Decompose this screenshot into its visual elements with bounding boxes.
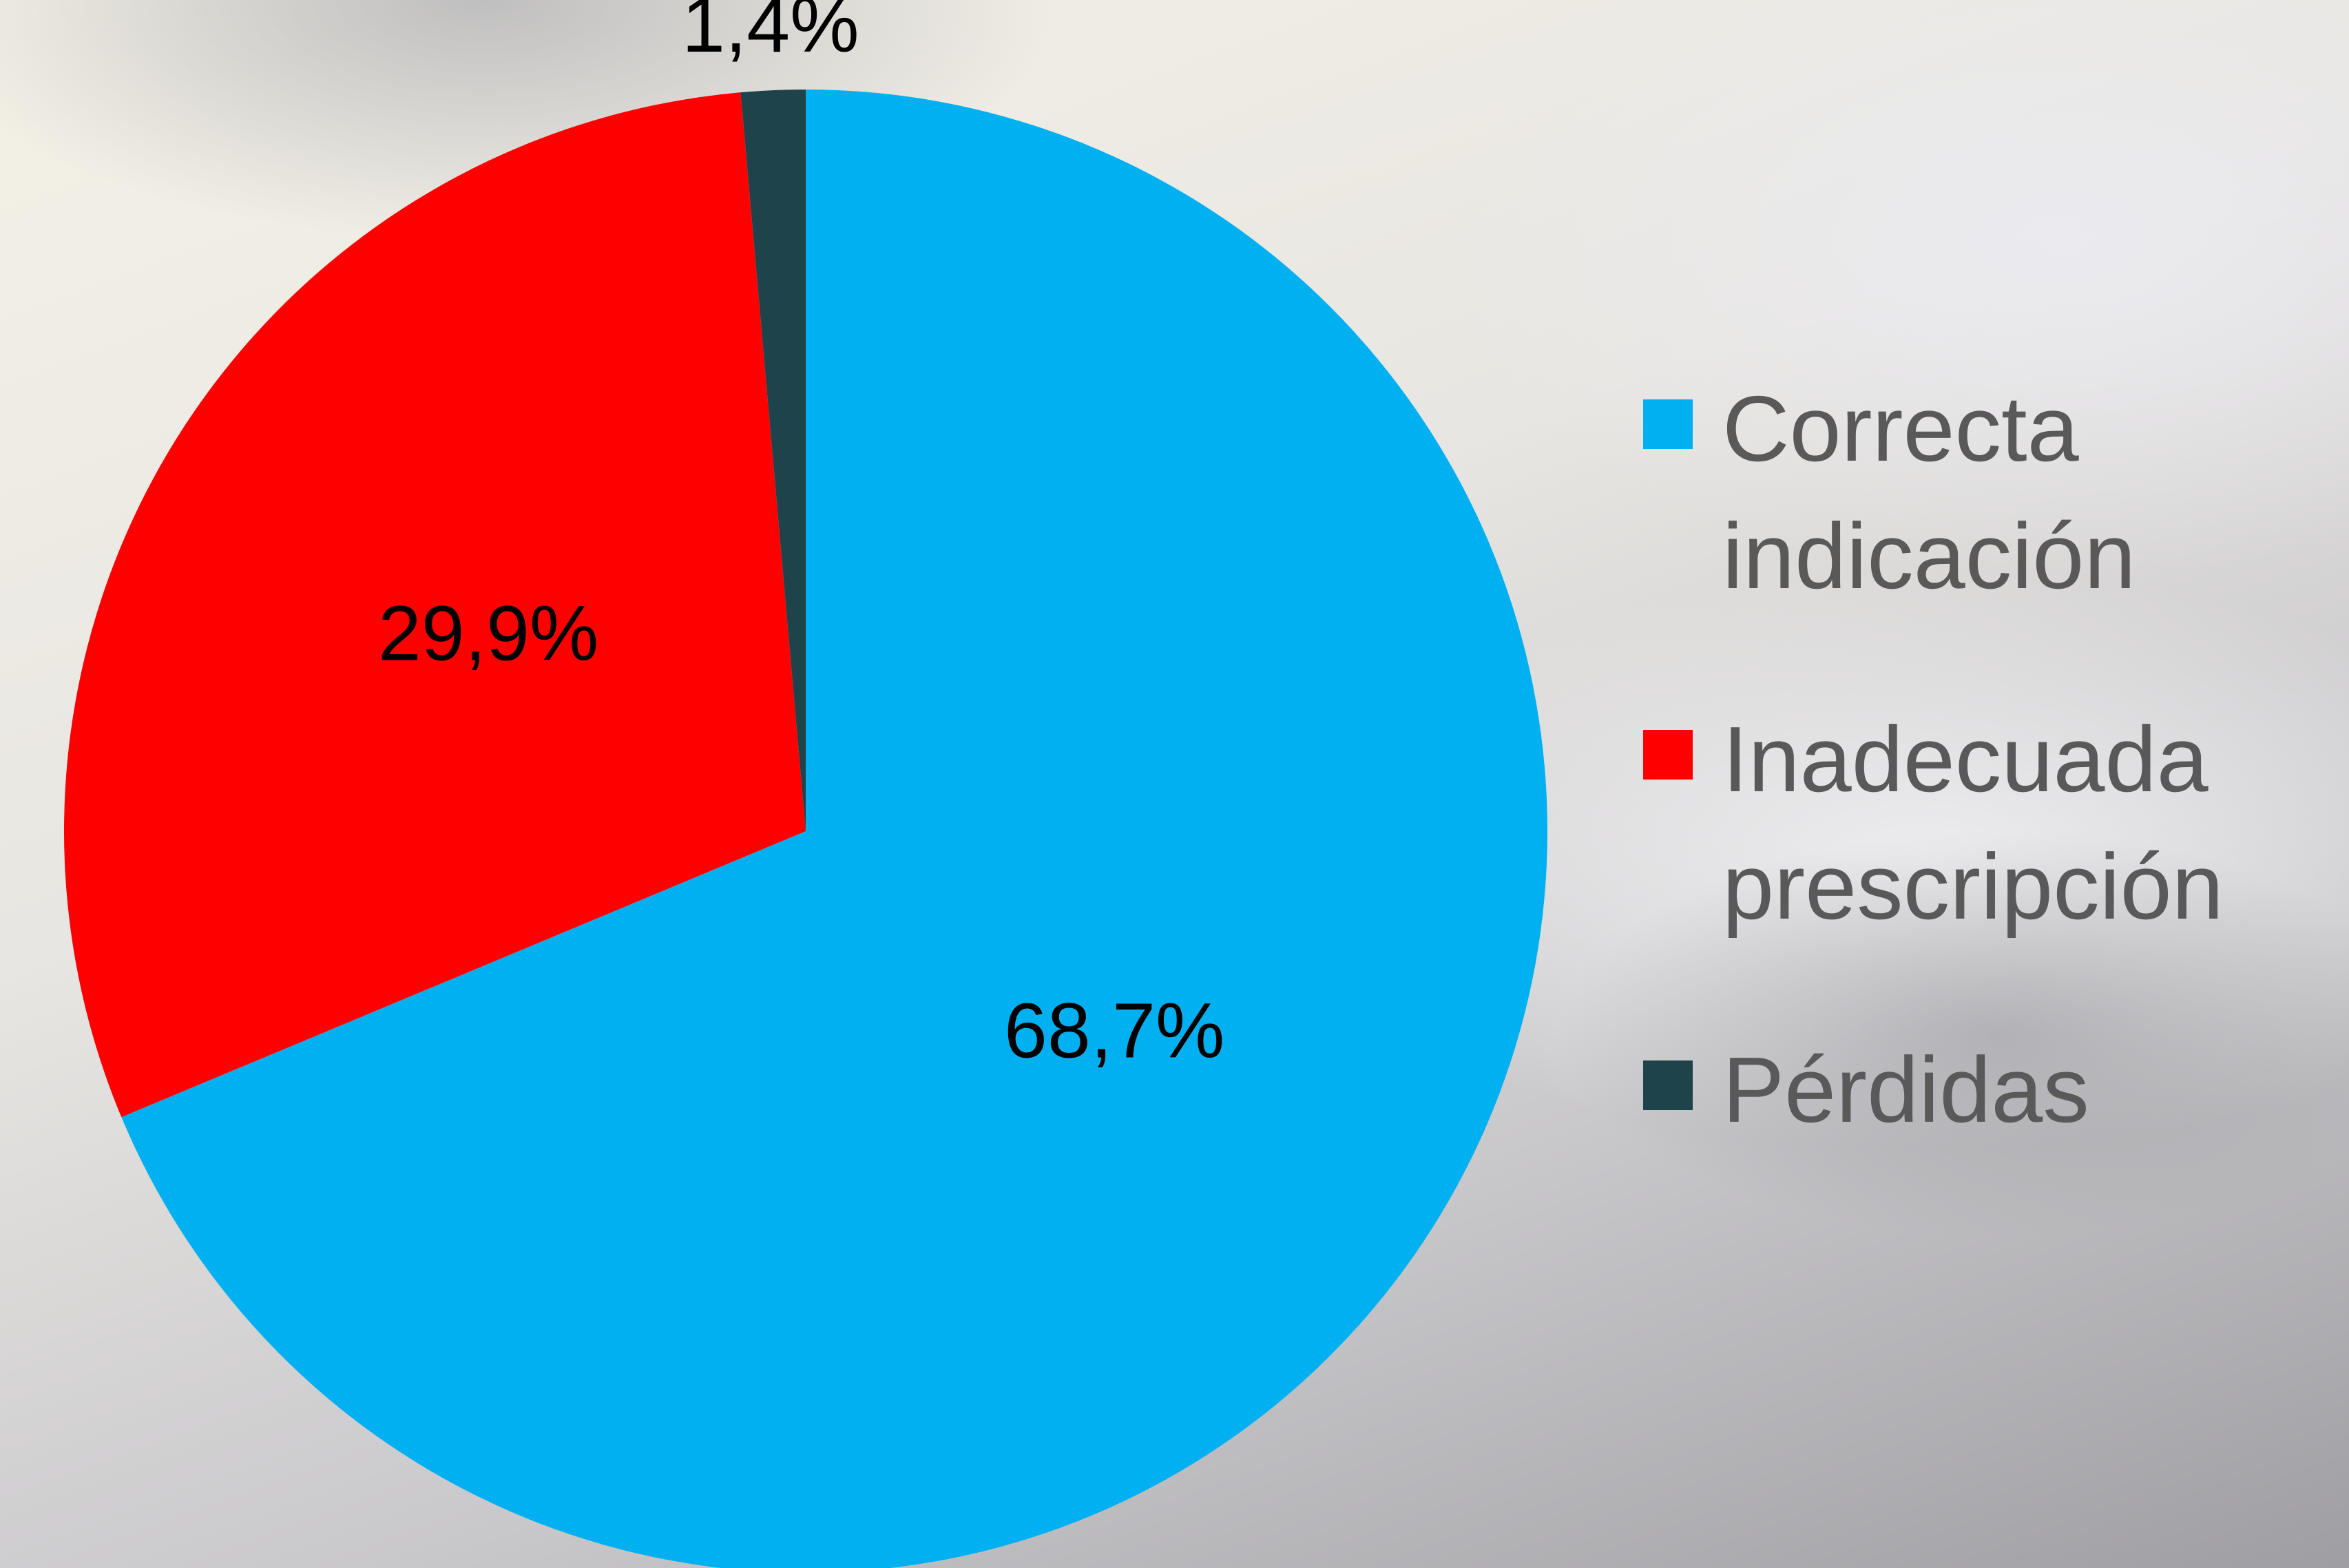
slice-label: 1,4%	[682, 0, 859, 68]
slice-label: 68,7%	[1004, 987, 1224, 1074]
slide: 68,7% 29,9% 1,4% Correcta indicación Inadec…	[0, 0, 2349, 1568]
legend-label: Pérdidas	[1722, 1026, 2315, 1153]
legend-label: Inadecuada prescripción	[1722, 696, 2315, 950]
legend-item: Inadecuada prescripción	[1643, 696, 2332, 950]
legend-label: Correcta indicación	[1722, 365, 2315, 620]
legend-item: Pérdidas	[1643, 1026, 2332, 1153]
slice-label: 29,9%	[378, 589, 598, 676]
legend: Correcta indicación Inadecuada prescripci…	[1643, 365, 2332, 1229]
legend-swatch	[1643, 1060, 1693, 1110]
legend-swatch	[1643, 730, 1693, 780]
legend-swatch	[1643, 399, 1693, 449]
legend-item: Correcta indicación	[1643, 365, 2332, 620]
